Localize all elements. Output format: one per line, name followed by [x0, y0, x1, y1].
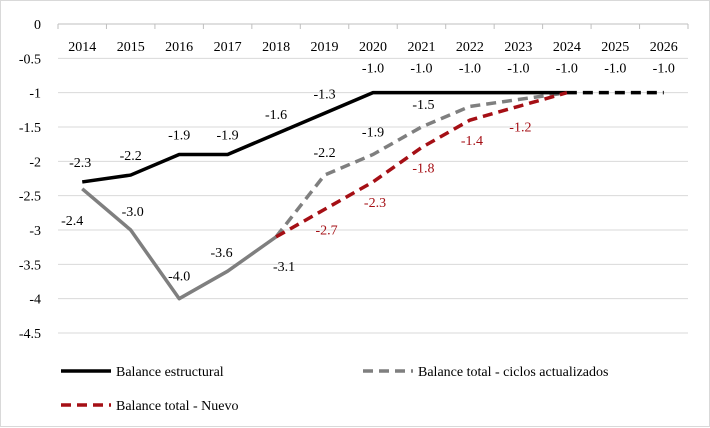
data-label-ciclos-actualizados: -3.0: [122, 205, 144, 220]
y-tick-label: -0.5: [19, 52, 41, 67]
data-label-balance-estructural: -1.0: [653, 62, 675, 77]
series-line-ciclos-actualizados-solid: [81, 187, 278, 301]
y-tick-label: -1: [29, 87, 41, 102]
data-label-ciclos-actualizados: -3.1: [273, 260, 295, 275]
data-label-ciclos-actualizados: -1.9: [362, 125, 384, 140]
data-label-balance-estructural: -1.3: [313, 87, 335, 102]
data-label-balance-estructural: -1.0: [362, 62, 384, 77]
x-tick-label: 2019: [311, 40, 339, 55]
data-label-balance-estructural: -1.0: [556, 62, 578, 77]
data-label-ciclos-actualizados: -1.5: [412, 98, 434, 113]
data-label-balance-estructural: -1.9: [168, 128, 190, 143]
x-tick-label: 2025: [601, 40, 629, 55]
y-tick-label: -4: [29, 293, 41, 308]
y-tick-label: -3: [29, 224, 41, 239]
y-tick-label: -3.5: [19, 258, 41, 273]
data-label-balance-nuevo: -1.2: [509, 120, 531, 135]
data-label-balance-estructural: -2.3: [69, 156, 91, 171]
data-label-balance-nuevo: -2.7: [315, 223, 337, 238]
y-tick-label: -1.5: [19, 121, 41, 136]
data-label-balance-estructural: -1.0: [507, 62, 529, 77]
legend-label-balance-estructural: Balance estructural: [116, 365, 224, 380]
series-line-balance-nuevo: [275, 90, 568, 239]
data-label-balance-nuevo: -1.4: [461, 134, 483, 149]
series-line-balance-estructural: [81, 90, 567, 184]
data-label-ciclos-actualizados: -4.0: [168, 270, 190, 285]
data-label-balance-nuevo: -2.3: [364, 196, 386, 211]
data-label-ciclos-actualizados: -2.2: [313, 146, 335, 161]
y-tick-label: -2.5: [19, 190, 41, 205]
x-tick-label: 2023: [504, 40, 532, 55]
data-label-balance-estructural: -2.2: [120, 149, 142, 164]
x-tick-label: 2017: [214, 40, 242, 55]
y-tick-label: -2: [29, 155, 41, 170]
x-tick-label: 2016: [165, 40, 193, 55]
x-tick-label: 2014: [68, 40, 96, 55]
series-line-ciclos-actualizados-dashed: [274, 90, 568, 238]
x-tick-label: 2024: [553, 40, 581, 55]
x-tick-label: 2015: [117, 40, 145, 55]
data-label-balance-estructural: -1.6: [265, 108, 287, 123]
x-tick-label: 2018: [262, 40, 290, 55]
y-tick-label: -4.5: [19, 327, 41, 342]
legend-label-balance-nuevo: Balance total - Nuevo: [116, 399, 238, 414]
data-label-balance-estructural: -1.0: [410, 62, 432, 77]
legend-label-ciclos-actualizados: Balance total - ciclos actualizados: [418, 365, 608, 380]
x-tick-label: 2021: [407, 40, 435, 55]
data-label-balance-estructural: -1.0: [604, 62, 626, 77]
data-label-ciclos-actualizados: -3.6: [211, 246, 233, 261]
data-label-balance-estructural: -1.9: [217, 128, 239, 143]
data-label-balance-nuevo: -1.8: [412, 162, 434, 177]
x-tick-label: 2022: [456, 40, 484, 55]
x-tick-label: 2026: [650, 40, 678, 55]
data-label-balance-estructural: -1.0: [459, 62, 481, 77]
y-tick-label: 0: [34, 18, 41, 33]
data-label-ciclos-actualizados: -2.4: [61, 214, 83, 229]
x-tick-label: 2020: [359, 40, 387, 55]
